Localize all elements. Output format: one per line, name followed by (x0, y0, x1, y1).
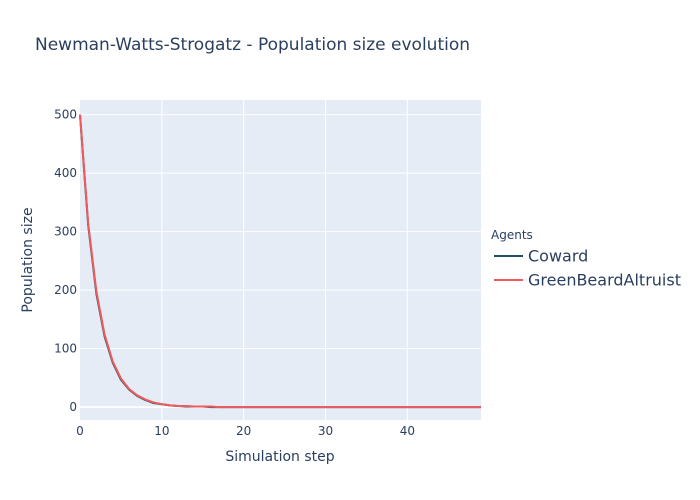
y-tick-label: 200 (54, 283, 77, 297)
chart-title: Newman-Watts-Strogatz - Population size … (35, 35, 470, 55)
x-tick-label: 30 (318, 424, 333, 438)
x-tick-label: 10 (154, 424, 169, 438)
legend-label: Coward (528, 247, 588, 266)
y-axis-title: Population size (20, 207, 36, 312)
legend-item-greenbeardaltruist[interactable]: GreenBeardAltruist (494, 271, 681, 290)
y-tick-label: 300 (54, 225, 77, 239)
x-tick-label: 0 (76, 424, 84, 438)
y-tick-label: 400 (54, 166, 77, 180)
y-tick-label: 100 (54, 342, 77, 356)
x-tick-label: 40 (400, 424, 415, 438)
legend-label: GreenBeardAltruist (528, 271, 681, 290)
legend[interactable]: Coward GreenBeardAltruist (494, 247, 681, 290)
series-lines (79, 114, 481, 409)
legend-item-coward[interactable]: Coward (494, 247, 588, 266)
series-line-greenbeardaltruist (79, 114, 481, 409)
plot-area (80, 100, 481, 420)
legend-title: Agents (491, 228, 533, 242)
x-axis-title: Simulation step (225, 449, 334, 465)
y-tick-label: 500 (54, 108, 77, 122)
y-tick-label: 0 (69, 400, 77, 414)
x-tick-label: 20 (236, 424, 251, 438)
